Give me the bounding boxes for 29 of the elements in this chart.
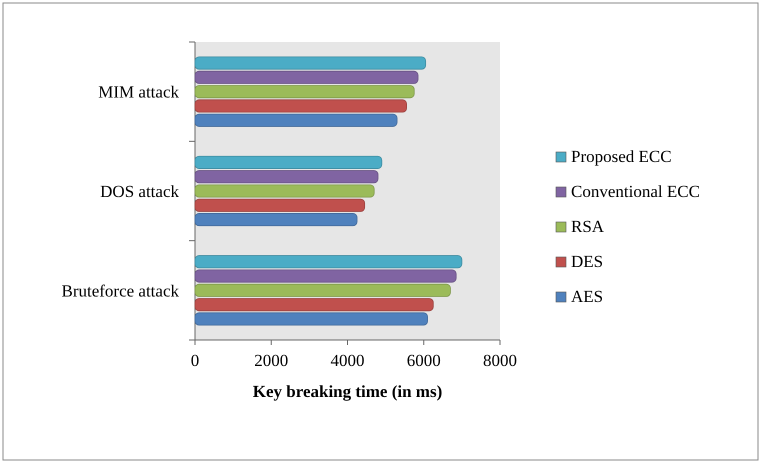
y-tick-label: DOS attack — [100, 182, 180, 201]
x-axis-title: Key breaking time (in ms) — [252, 382, 442, 401]
x-tick-label: 0 — [190, 351, 200, 370]
bar — [194, 114, 398, 127]
legend-label: Conventional ECC — [571, 182, 700, 201]
bar — [194, 284, 451, 297]
bar — [194, 298, 434, 312]
x-tick-label: 8000 — [483, 351, 517, 370]
bar — [194, 85, 415, 98]
bar — [194, 312, 428, 326]
bar — [194, 70, 418, 84]
legend-label: RSA — [571, 217, 605, 236]
y-tick-label: MIM attack — [98, 82, 180, 102]
bar — [194, 184, 375, 198]
bar — [194, 269, 457, 283]
bar — [194, 99, 407, 113]
legend-label: AES — [571, 287, 604, 306]
bar — [194, 156, 382, 169]
bar — [194, 255, 462, 268]
bar — [194, 213, 358, 226]
x-tick-label: 4000 — [330, 351, 364, 370]
legend-label: DES — [571, 252, 604, 271]
bar — [194, 56, 426, 70]
bar — [194, 170, 378, 184]
legend-label: Proposed ECC — [571, 147, 672, 166]
bar — [194, 198, 366, 212]
x-tick-label: 2000 — [254, 351, 288, 370]
y-tick-label: Bruteforce attack — [61, 281, 180, 300]
x-tick-label: 6000 — [406, 351, 441, 370]
